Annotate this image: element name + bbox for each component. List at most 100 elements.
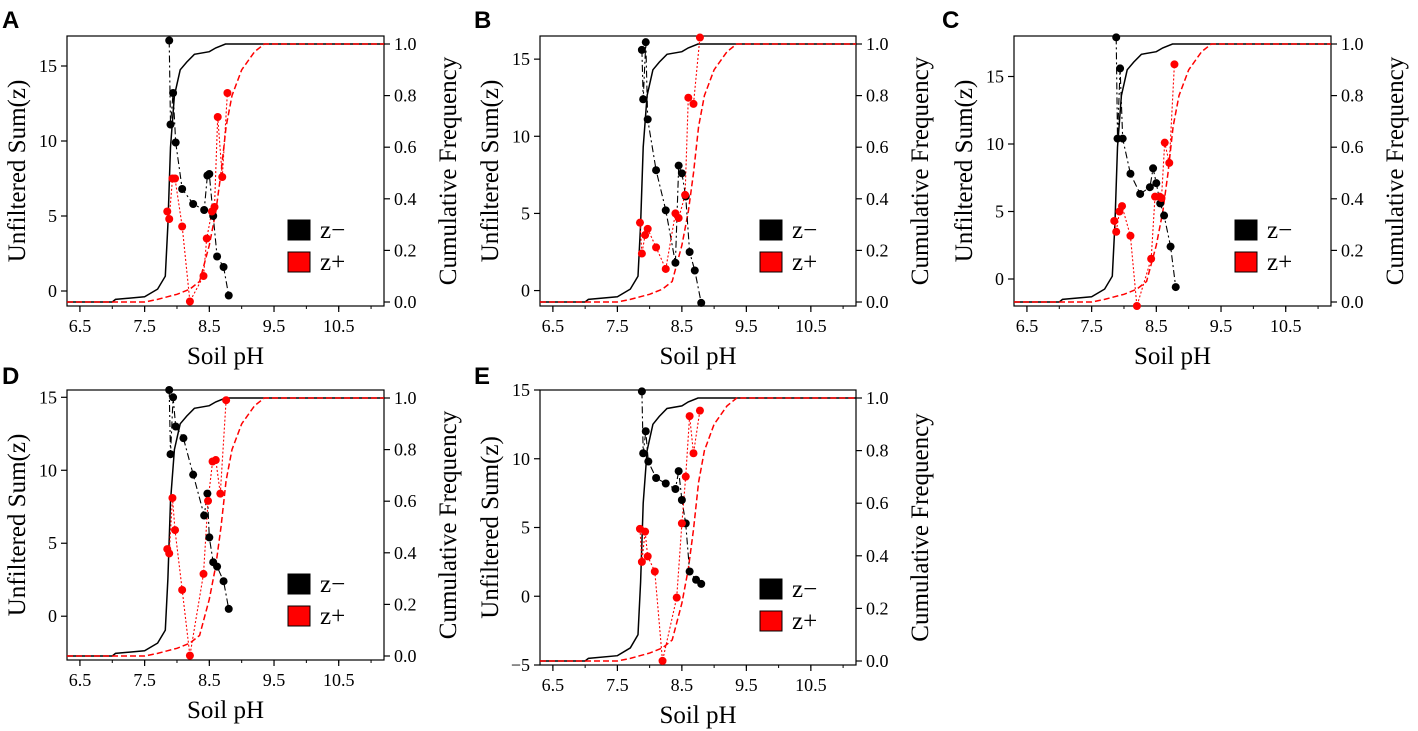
y2-tick-label: 0.0 [866,651,889,671]
cumulative-frequency-neg-line [1014,43,1331,303]
z-pos-point [685,412,694,421]
y-axis-title: Unfiltered Sum(z) [4,80,31,263]
z-neg-point [205,170,214,178]
z-pos-point [681,472,690,481]
z-neg-point [671,258,680,267]
y-tick-label: 5 [521,203,530,223]
z-neg-point [1145,183,1154,192]
x-tick-label: 6.5 [542,316,565,336]
y-tick-label: 10 [512,449,530,469]
z-pos-point [1110,216,1119,225]
x-tick-label: 7.5 [133,670,156,690]
z-pos-point [1132,302,1141,310]
z-neg-point [690,266,699,275]
z-neg-point [697,579,706,588]
z-neg-point [641,427,650,436]
z-neg-point [1160,211,1169,220]
y-tick-label: 10 [512,126,530,146]
z-pos-point [168,494,177,502]
z-pos-point [222,396,231,405]
x-tick-label: 7.5 [606,316,629,336]
y-tick-label: 5 [995,202,1004,222]
x-axis-title: Soil pH [187,697,264,724]
z-pos-point [1160,138,1169,147]
x-tick-label: 8.5 [1145,316,1168,336]
x-tick-label: 6.5 [69,670,92,690]
y-tick-label: 15 [39,387,57,407]
z-neg-point [661,206,670,215]
x-axis-title: Soil pH [659,702,736,729]
z-pos-point [223,89,232,97]
y-tick-label: 10 [39,460,57,480]
y-tick-label: 5 [521,518,530,538]
z-neg-point [171,138,180,147]
legend-label-z-neg: z− [1267,217,1292,244]
legend-swatch-z-pos [759,251,783,273]
panel-letter: E [474,363,490,390]
z-neg-point [685,248,694,256]
z-pos-point [178,585,187,594]
z-neg-point [179,434,188,443]
legend-swatch-z-neg [287,219,311,241]
y2-tick-label: 0.0 [866,292,889,312]
z-pos-point [213,113,222,121]
x-tick-label: 8.5 [671,675,694,695]
y-axis-title: Unfiltered Sum(z) [477,80,504,263]
legend-label-z-neg: z− [320,217,345,244]
y2-tick-label: 1.0 [1341,34,1364,54]
z-pos-point [674,214,683,223]
legend-label-z-pos: z+ [1267,249,1292,276]
z-pos-point [199,569,208,578]
z-neg-point [637,45,646,54]
y-tick-label: 0 [48,606,57,626]
y2-tick-label: 0.4 [866,189,889,209]
cumulative-frequency-pos-line [67,43,384,303]
y2-tick-label: 1.0 [866,34,889,54]
cumulative-frequency-pos-line [540,397,856,662]
y2-tick-label: 1.0 [394,388,417,408]
z-pos-point [637,557,646,566]
y-tick-label: 0 [48,281,57,301]
z-neg-point [652,166,661,175]
z-neg-point [674,161,683,170]
z-neg-point [1149,164,1158,173]
z-neg-point [1136,189,1145,198]
z-neg-point [652,474,661,482]
z-pos-point [695,406,704,415]
x-tick-label: 7.5 [133,316,156,336]
legend-swatch-z-neg [759,578,783,600]
z-neg-point [169,89,178,97]
y2-tick-label: 0.8 [866,86,889,106]
z-pos-point [1118,202,1127,211]
legend-swatch-z-neg [287,573,311,595]
z-pos-point [681,190,690,199]
z-pos-point [202,234,211,243]
z-neg-point [697,298,706,307]
x-tick-label: 9.5 [735,316,758,336]
z-pos-point [199,272,208,280]
z-neg-point [200,511,209,520]
x-tick-label: 6.5 [69,316,92,336]
y-axis-title: Unfiltered Sum(z) [477,436,504,619]
panel-letter: C [942,7,959,34]
y2-axis-title: Cumulative Frequency [435,410,462,639]
z-neg-point [169,393,178,402]
z-pos-point [637,249,646,258]
y2-tick-label: 0.0 [394,646,417,666]
z-neg-point [165,386,174,394]
z-neg-point [166,120,175,129]
z-pos-point [216,489,225,498]
z-neg-point [200,206,209,214]
plot-frame [1013,35,1332,307]
y2-axis-title: Cumulative Frequency [907,413,934,642]
x-tick-label: 6.5 [542,675,565,695]
x-axis-title: Soil pH [1134,343,1211,370]
y2-tick-label: 0.6 [394,137,417,157]
y2-tick-label: 0.2 [1341,240,1364,260]
y-axis-title: Unfiltered Sum(z) [951,80,978,263]
y-tick-label: 0 [995,269,1004,289]
x-tick-label: 8.5 [671,316,694,336]
z-neg-point [639,449,648,458]
z-pos-point [171,526,180,535]
y2-tick-label: 0.6 [866,493,889,513]
